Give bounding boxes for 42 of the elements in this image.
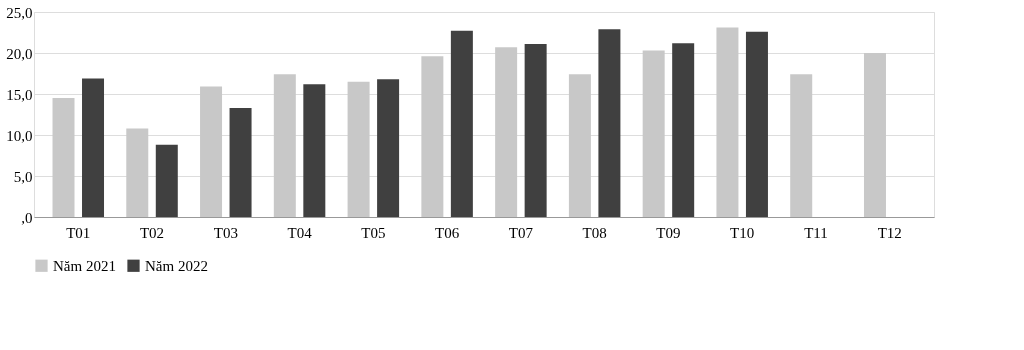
legend-label: Năm 2022 (145, 257, 208, 274)
bar (716, 27, 739, 217)
bar (790, 74, 813, 217)
x-tick-label: T09 (656, 224, 681, 241)
bar (200, 86, 223, 217)
x-tick-label: T05 (361, 224, 386, 241)
x-tick-label: T02 (139, 224, 165, 241)
x-tick-label: T06 (435, 224, 460, 241)
y-tick-label: 15,0 (6, 86, 33, 103)
bar (377, 79, 400, 217)
y-tick-label: 25,0 (6, 4, 33, 21)
x-tick-label: T10 (730, 224, 755, 241)
bar (273, 74, 296, 217)
x-tick-label: T12 (877, 224, 902, 241)
bar (672, 43, 695, 217)
x-tick-label: T03 (213, 224, 238, 241)
bar (495, 47, 518, 217)
bar (52, 98, 75, 217)
bar (568, 74, 591, 217)
y-tick-label: ,0 (21, 209, 33, 226)
bar (450, 30, 473, 217)
x-tick-label: T08 (582, 224, 607, 241)
bar (229, 107, 252, 217)
bar (347, 81, 370, 217)
bar (126, 128, 149, 217)
bar (863, 53, 886, 217)
y-tick-label: 5,0 (13, 168, 33, 185)
x-tick-label: T07 (508, 224, 534, 241)
y-tick-label: 20,0 (6, 45, 33, 62)
legend-label: Năm 2021 (53, 257, 116, 274)
bar (745, 31, 768, 217)
bar (82, 78, 105, 217)
bar (524, 43, 547, 217)
bar (598, 29, 621, 217)
x-tick-label: T04 (287, 224, 313, 241)
x-tick-label: T01 (66, 224, 91, 241)
bar (155, 144, 178, 217)
bar (421, 56, 444, 217)
x-tick-label: T11 (804, 224, 828, 241)
bar (303, 84, 326, 217)
bar (642, 50, 665, 217)
y-tick-label: 10,0 (6, 127, 33, 144)
